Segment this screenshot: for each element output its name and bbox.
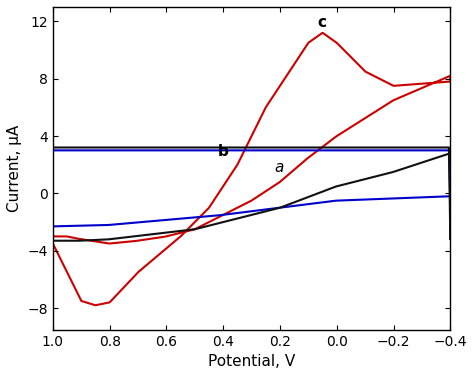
Text: b: b (218, 144, 228, 159)
Text: c: c (317, 15, 326, 30)
Y-axis label: Current, μA: Current, μA (7, 125, 22, 212)
Text: a: a (274, 160, 283, 175)
X-axis label: Potential, V: Potential, V (208, 354, 295, 369)
